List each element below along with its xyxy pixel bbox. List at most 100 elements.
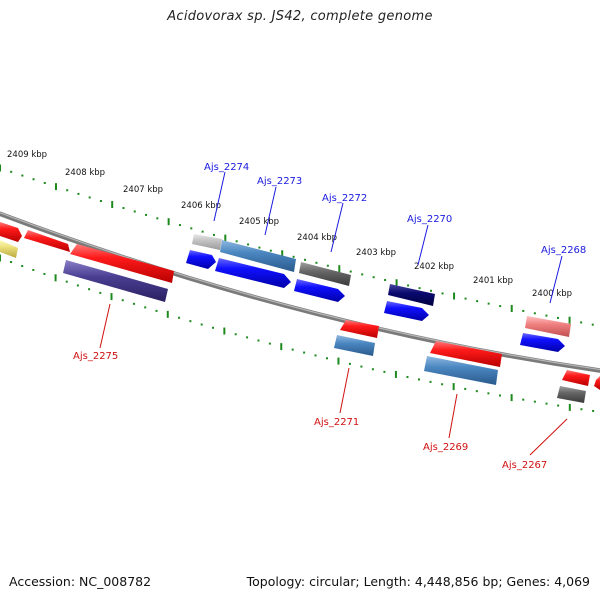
scale-tick xyxy=(110,293,113,301)
scale-dot xyxy=(533,400,536,403)
scale-tick xyxy=(54,183,57,191)
upper-scale-ruler xyxy=(0,164,594,326)
scale-dot xyxy=(32,269,35,272)
scale-tick xyxy=(510,305,513,313)
gene-label[interactable]: Ajs_2268 xyxy=(541,245,586,256)
scale-tick xyxy=(224,234,227,242)
scale-dot xyxy=(487,392,490,395)
scale-dot xyxy=(76,284,79,287)
scale-dot xyxy=(372,276,375,279)
scale-dot xyxy=(65,280,68,283)
scale-dot xyxy=(10,261,13,264)
scale-dot xyxy=(268,342,271,345)
gene-features-lower xyxy=(334,320,600,403)
gene-label[interactable]: Ajs_2271 xyxy=(314,417,359,428)
scale-dot xyxy=(557,404,560,407)
gene-label[interactable]: Ajs_2275 xyxy=(73,351,118,362)
scale-dot xyxy=(269,249,272,252)
scale-dot xyxy=(247,243,250,246)
scale-dot xyxy=(384,278,387,281)
scale-dot xyxy=(21,174,24,177)
scale-dot xyxy=(257,339,260,342)
kbp-label: 2403 kbp xyxy=(356,248,396,258)
gene-label[interactable]: Ajs_2270 xyxy=(407,214,452,225)
gene-arrow[interactable] xyxy=(299,262,351,286)
scale-dot xyxy=(246,336,249,339)
scale-tick xyxy=(452,383,455,391)
gene-label[interactable]: Ajs_2267 xyxy=(502,460,547,471)
scale-dot xyxy=(591,323,594,326)
scale-dot xyxy=(77,192,80,195)
gene-arrow[interactable] xyxy=(557,386,586,403)
kbp-label: 2406 kbp xyxy=(181,201,221,211)
scale-dot xyxy=(201,230,204,233)
scale-dot xyxy=(155,309,158,312)
gene-arrow[interactable] xyxy=(594,376,600,390)
bottom-label-leaders xyxy=(99,303,568,456)
gene-arrow[interactable] xyxy=(0,222,22,242)
scale-dot xyxy=(212,233,215,236)
scale-dot xyxy=(361,273,364,276)
gene-arrow[interactable] xyxy=(334,335,375,356)
gene-arrow[interactable] xyxy=(215,258,291,288)
scale-dot xyxy=(133,210,136,213)
gene-label[interactable]: Ajs_2269 xyxy=(423,442,468,453)
gene-label[interactable]: Ajs_2273 xyxy=(257,176,302,187)
gene-arrow[interactable] xyxy=(384,301,429,321)
scale-tick xyxy=(338,265,341,273)
scale-dot xyxy=(580,408,583,411)
gene-arrow[interactable] xyxy=(186,250,216,269)
gene-arrow[interactable] xyxy=(388,284,435,306)
gene-arrow[interactable] xyxy=(294,279,345,302)
map-title: Acidovorax sp. JS42, complete genome xyxy=(167,9,433,24)
scale-dot xyxy=(360,365,363,368)
scale-dot xyxy=(145,213,148,216)
scale-tick xyxy=(280,343,283,351)
gene-arrow[interactable] xyxy=(70,244,174,283)
gene-label[interactable]: Ajs_2272 xyxy=(322,193,367,204)
scale-dot xyxy=(545,314,548,317)
kbp-label: 2408 kbp xyxy=(65,168,105,178)
scale-dot xyxy=(418,287,421,290)
kbp-label: 2404 kbp xyxy=(297,233,337,243)
kbp-label: 2401 kbp xyxy=(473,276,513,286)
scale-tick xyxy=(394,370,397,378)
scale-dot xyxy=(326,264,329,267)
gene-name-labels: Ajs_2274 Ajs_2273 Ajs_2272 Ajs_2270 Ajs_… xyxy=(73,162,586,471)
gene-arrow[interactable] xyxy=(424,356,498,385)
scale-dot xyxy=(156,217,159,220)
accession-label: Accession: NC_008782 xyxy=(9,574,152,589)
gene-label[interactable]: Ajs_2274 xyxy=(204,162,249,173)
scale-dot xyxy=(121,299,124,302)
gene-arrow[interactable] xyxy=(340,320,379,338)
gene-arrow[interactable] xyxy=(562,370,590,386)
scale-tick xyxy=(111,201,114,209)
scale-tick xyxy=(453,292,456,300)
gene-features-upper xyxy=(0,222,571,337)
gene-arrow[interactable] xyxy=(192,234,222,250)
scale-dot xyxy=(349,270,352,273)
scale-dot xyxy=(99,200,102,203)
gene-arrow[interactable] xyxy=(0,240,18,258)
scale-dot xyxy=(132,302,135,305)
scale-dot xyxy=(291,348,294,351)
scale-dot xyxy=(235,240,238,243)
scale-dot xyxy=(200,323,203,326)
scale-dot xyxy=(464,387,467,390)
scale-tick xyxy=(0,254,1,262)
gene-arrow[interactable] xyxy=(24,230,70,252)
scale-dot xyxy=(325,357,328,360)
scale-dot xyxy=(533,312,536,315)
scale-dot xyxy=(32,178,35,181)
scale-tick xyxy=(166,310,169,318)
gene-arrow[interactable] xyxy=(63,260,168,302)
scale-dot xyxy=(522,398,525,401)
gene-arrow[interactable] xyxy=(220,240,296,272)
gene-arrow[interactable] xyxy=(525,316,571,337)
scale-dot xyxy=(178,224,181,227)
scale-dot xyxy=(476,300,479,303)
gene-arrow[interactable] xyxy=(520,333,565,352)
scale-dot xyxy=(66,189,69,192)
scale-dot xyxy=(441,292,444,295)
gene-arrow[interactable] xyxy=(430,341,502,367)
